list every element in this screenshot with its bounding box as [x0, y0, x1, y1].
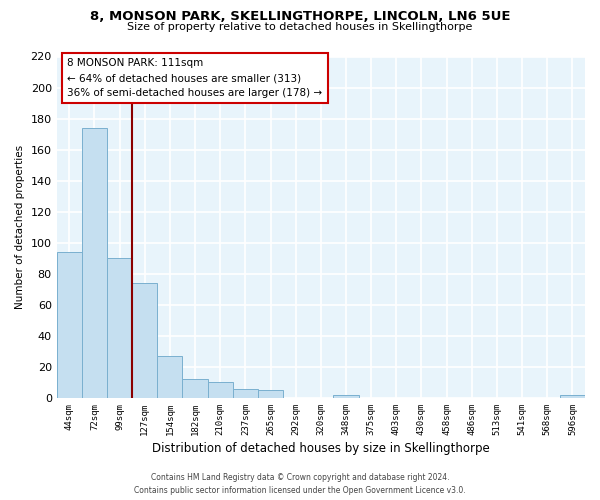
Text: 8, MONSON PARK, SKELLINGTHORPE, LINCOLN, LN6 5UE: 8, MONSON PARK, SKELLINGTHORPE, LINCOLN,… [90, 10, 510, 23]
Bar [157, 356, 182, 398]
Bar [132, 283, 157, 398]
Bar [107, 258, 132, 398]
Bar [56, 252, 82, 398]
Bar [560, 395, 585, 398]
Y-axis label: Number of detached properties: Number of detached properties [15, 145, 25, 310]
Text: Size of property relative to detached houses in Skellingthorpe: Size of property relative to detached ho… [127, 22, 473, 32]
Bar [233, 388, 258, 398]
X-axis label: Distribution of detached houses by size in Skellingthorpe: Distribution of detached houses by size … [152, 442, 490, 455]
Bar [258, 390, 283, 398]
Bar [182, 380, 208, 398]
Bar [82, 128, 107, 398]
Text: 8 MONSON PARK: 111sqm
← 64% of detached houses are smaller (313)
36% of semi-det: 8 MONSON PARK: 111sqm ← 64% of detached … [67, 58, 322, 98]
Bar [208, 382, 233, 398]
Text: Contains HM Land Registry data © Crown copyright and database right 2024.
Contai: Contains HM Land Registry data © Crown c… [134, 474, 466, 495]
Bar [334, 395, 359, 398]
